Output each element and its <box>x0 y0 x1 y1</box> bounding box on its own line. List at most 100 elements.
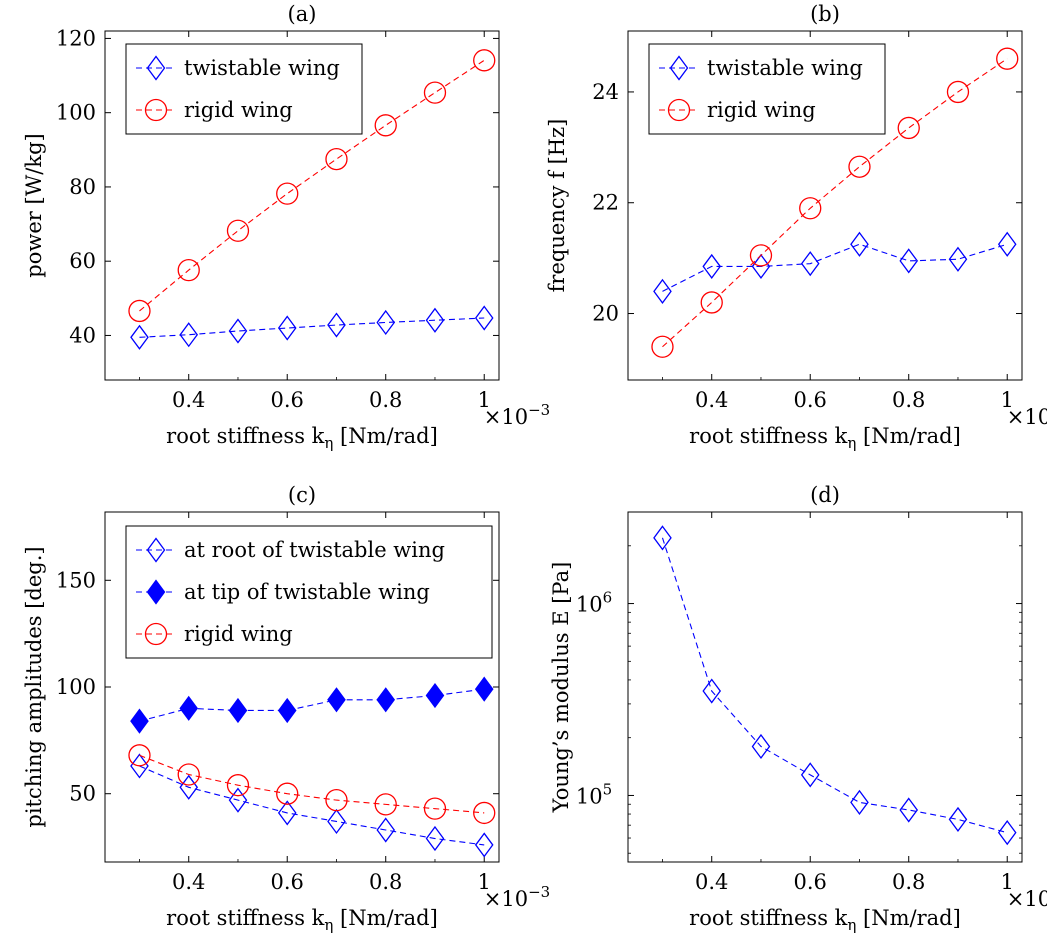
data-point <box>376 817 396 843</box>
data-point <box>653 525 672 551</box>
data-point <box>423 81 447 104</box>
data-point <box>850 231 869 257</box>
data-point <box>474 832 494 858</box>
y-tick-exponent: 6 <box>603 589 613 607</box>
legend-marker <box>667 98 691 122</box>
x-tick-label: 1 <box>478 870 491 894</box>
data-point <box>799 197 822 220</box>
x-tick-label: 1 <box>478 388 491 412</box>
x-multiplier-base: ×10 <box>1007 887 1047 911</box>
x-axis-label-main: root stiffness k <box>166 424 324 448</box>
y-tick-label: 100 <box>56 101 96 125</box>
series-0 <box>653 525 1017 846</box>
x-axis-label-subscript: η <box>847 916 856 934</box>
x-multiplier: ×10−3 <box>484 401 550 429</box>
data-point <box>948 806 968 833</box>
y-tick-exponent: 5 <box>603 780 613 798</box>
series-1 <box>128 49 496 323</box>
data-point <box>177 763 200 786</box>
data-point <box>749 244 773 267</box>
data-point <box>897 116 920 140</box>
y-tick-base: 10 <box>576 593 603 617</box>
y-axis-label: pitching amplitudes [deg.] <box>22 546 46 827</box>
x-tick-label: 1 <box>1001 388 1014 412</box>
data-point <box>474 676 494 702</box>
y-axis-label: Young’s modulus E [Pa] <box>549 562 573 814</box>
x-tick-label: 0.8 <box>892 388 925 412</box>
data-point <box>423 797 447 820</box>
data-point <box>702 253 722 280</box>
y-axis-label: frequency f [Hz] <box>545 119 569 293</box>
data-point <box>651 335 674 358</box>
data-point <box>848 155 871 178</box>
series-1 <box>130 676 494 734</box>
x-multiplier: ×10−3 <box>1007 883 1047 911</box>
x-axis-label: root stiffness kη [Nm/rad] <box>166 906 438 934</box>
x-tick-label: 0.8 <box>892 870 925 894</box>
legend: twistable wing rigid wing <box>648 43 886 135</box>
y-tick-label: 40 <box>69 323 96 347</box>
y-tick-label: 50 <box>69 782 96 806</box>
legend-label: twistable wing <box>184 56 340 80</box>
data-point <box>179 322 199 348</box>
x-tick-label: 1 <box>1001 870 1014 894</box>
axis-frame <box>104 30 500 381</box>
x-tick-label: 0.8 <box>369 388 402 412</box>
legend: twistable wing rigid wing <box>125 43 363 135</box>
legend-marker <box>144 98 168 122</box>
data-point <box>128 744 151 767</box>
series-line <box>661 537 1008 834</box>
legend-label: at tip of twistable wing <box>184 580 430 604</box>
x-tick-label: 0.4 <box>695 388 728 412</box>
data-point <box>997 231 1017 257</box>
y-tick-label: 80 <box>69 175 96 199</box>
legend-label: twistable wing <box>707 56 863 80</box>
x-axis-label-subscript: η <box>324 434 333 452</box>
data-point <box>474 305 494 331</box>
axis-frame <box>627 511 1023 863</box>
data-point <box>228 787 248 813</box>
data-point <box>899 797 919 823</box>
data-point <box>128 299 151 323</box>
x-axis-label: root stiffness kη [Nm/rad] <box>689 906 961 934</box>
x-multiplier: ×10−3 <box>484 883 550 911</box>
legend-box <box>648 43 886 135</box>
data-point <box>327 312 346 338</box>
legend: at root of twistable wing at tip of twist… <box>125 525 493 659</box>
panel-label: (b) <box>810 2 840 26</box>
legend-marker <box>669 55 689 81</box>
series-0 <box>653 231 1017 304</box>
x-tick-label: 0.6 <box>271 388 304 412</box>
series-0 <box>130 753 494 858</box>
data-point <box>425 825 445 852</box>
data-point <box>130 753 149 779</box>
x-axis-label-main: root stiffness k <box>689 906 847 930</box>
data-point <box>276 182 299 205</box>
data-point <box>800 762 820 788</box>
data-point <box>376 309 396 336</box>
x-axis-label: root stiffness kη [Nm/rad] <box>689 424 961 452</box>
y-tick-label: 120 <box>56 26 96 50</box>
data-point <box>702 678 722 704</box>
y-tick-label: 22 <box>592 191 619 215</box>
legend-label: rigid wing <box>184 98 293 122</box>
data-point <box>751 253 771 280</box>
legend-marker <box>146 537 166 563</box>
x-tick-label: 0.6 <box>794 388 827 412</box>
y-tick-label: 60 <box>69 249 96 273</box>
data-point <box>376 687 396 713</box>
data-point <box>277 697 297 724</box>
series-0 <box>130 305 494 350</box>
legend-box <box>125 525 493 659</box>
data-point <box>325 147 348 171</box>
x-axis-label-unit: [Nm/rad] <box>333 424 437 448</box>
y-tick-label: 150 <box>56 568 96 592</box>
data-point <box>327 687 346 713</box>
x-axis-label-unit: [Nm/rad] <box>856 906 960 930</box>
data-point <box>130 708 149 734</box>
data-point <box>226 219 250 242</box>
axis-frame <box>627 30 1023 381</box>
